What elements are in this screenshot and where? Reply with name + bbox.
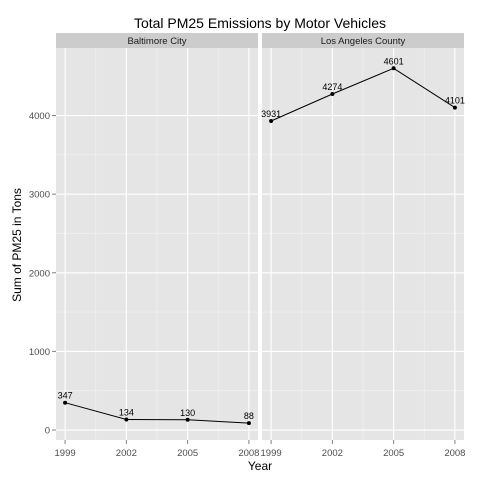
facet-strip-label: Los Angeles County [321,36,406,47]
x-tick-label: 2002 [116,448,137,459]
y-tick-label: 4000 [29,111,50,122]
facet-strip-label: Baltimore City [127,36,186,47]
x-tick-label: 2002 [322,448,343,459]
facet-panel: Los Angeles County 1999 2002 2005 2008 3931 42… [261,33,465,459]
series-line [270,67,456,122]
data-label: 134 [119,407,134,417]
data-point [330,91,335,96]
y-tick-label: 1000 [29,347,50,358]
series-line [64,402,249,424]
data-label: 4274 [322,82,342,92]
x-tick-label: 2005 [177,448,198,459]
x-tick-label: 2008 [238,448,259,459]
data-label: 4601 [384,56,404,66]
y-tick-label: 0 [45,426,50,437]
data-point [185,417,190,422]
data-point [269,118,274,123]
facet-strip [262,33,464,48]
data-label: 3931 [261,109,281,119]
y-axis-label: Sum of PM25 in Tons [10,188,24,302]
y-tick-label: 2000 [29,268,50,279]
x-axis-label: Year [248,459,272,473]
data-point [124,417,129,422]
data-label: 88 [244,411,254,421]
x-tick-label: 1999 [261,448,282,459]
y-axis-tick-labels: 0 1000 2000 3000 4000 [29,111,56,437]
data-label: 130 [180,408,195,418]
facet-strip [56,33,258,48]
x-tick-label: 2005 [383,448,404,459]
data-point [452,105,457,110]
x-tick-label: 1999 [55,448,76,459]
chart-title: Total PM25 Emissions by Motor Vehicles [134,15,386,31]
data-label: 4101 [445,96,465,106]
facet-panels: Baltimore City 1999 2002 2005 2008 347 134 130 8… [55,33,465,459]
x-tick-label: 2008 [444,448,465,459]
data-point [63,400,68,405]
facet-panel: Baltimore City 1999 2002 2005 2008 347 134 130 8… [55,33,259,459]
data-point [391,66,396,71]
data-point [246,421,251,426]
y-tick-label: 3000 [29,190,50,201]
data-label: 347 [58,391,73,401]
